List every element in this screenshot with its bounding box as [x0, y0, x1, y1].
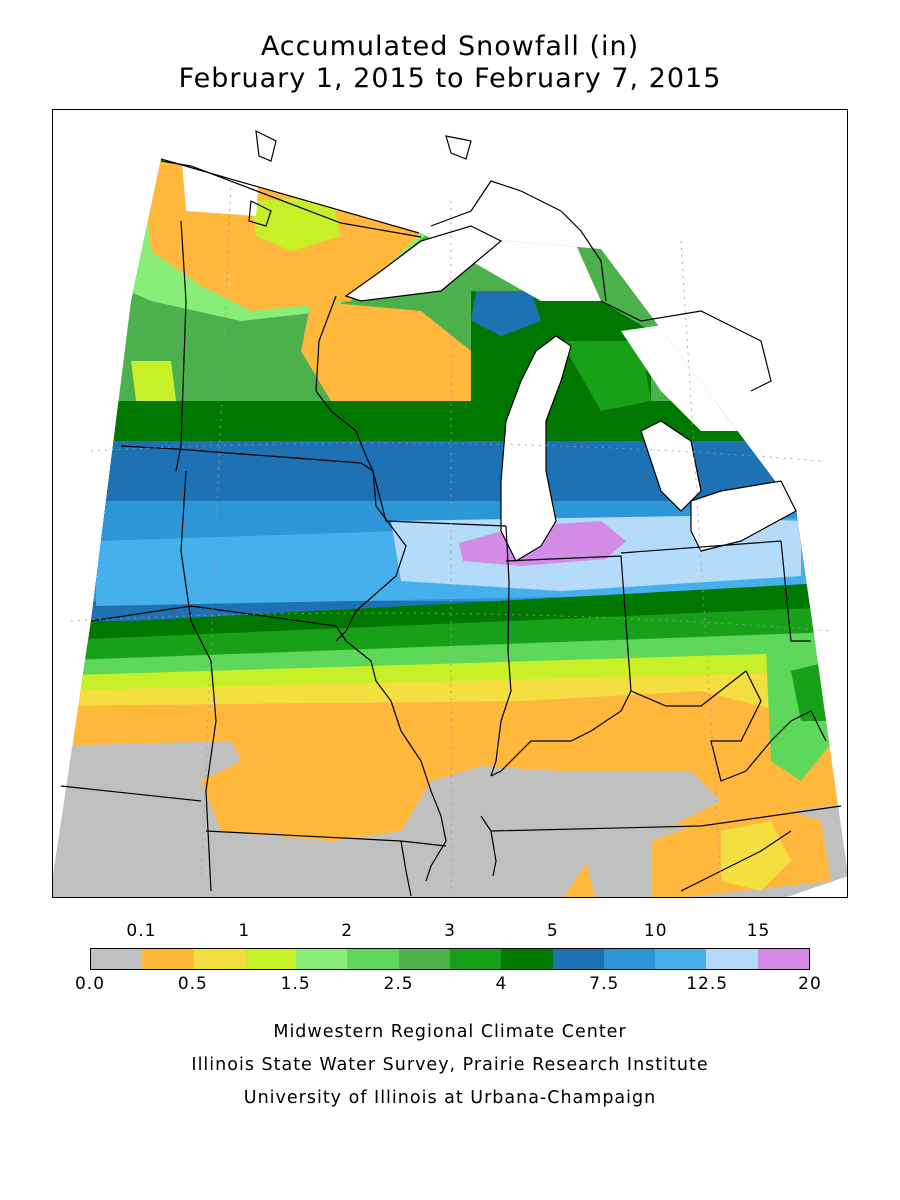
legend-top-label: 2 [341, 921, 354, 941]
snowfall-map [52, 109, 848, 898]
map-date-range: February 1, 2015 to February 7, 2015 [178, 63, 722, 94]
legend-swatch [296, 949, 348, 969]
snowfall-map-canvas [53, 129, 847, 897]
legend-colorbar [90, 948, 810, 970]
legend-top-label: 5 [546, 921, 559, 941]
legend-bottom-label: 1.5 [280, 974, 311, 994]
credit-line-2: Illinois State Water Survey, Prairie Res… [191, 1055, 709, 1075]
legend-swatch [193, 949, 245, 969]
credit-line-3: University of Illinois at Urbana-Champai… [243, 1088, 657, 1108]
snowfall-contours [53, 159, 847, 897]
legend-top-label: 15 [746, 921, 771, 941]
legend-bottom-label: 20 [798, 974, 822, 994]
coastlines [248, 129, 797, 877]
legend-top-label: 10 [643, 921, 668, 941]
legend-swatch [398, 949, 450, 969]
legend-top-label: 0.1 [126, 921, 157, 941]
legend-swatch [757, 949, 809, 969]
legend-bottom-label: 7.5 [589, 974, 620, 994]
legend-swatch [603, 949, 656, 969]
legend-bottom-label: 12.5 [686, 974, 729, 994]
legend-top-label: 3 [444, 921, 456, 941]
legend-top-label: 1 [238, 921, 251, 941]
legend-swatch [91, 949, 143, 969]
legend-swatch [655, 949, 707, 969]
state-boundaries [60, 160, 842, 897]
legend-swatch [552, 949, 604, 969]
legend-swatch [449, 949, 502, 969]
legend-swatch [501, 949, 553, 969]
legend-bottom-label: 0.0 [74, 974, 106, 994]
legend-swatch [244, 949, 297, 969]
legend-bottom-label: 2.5 [383, 974, 414, 994]
legend-swatch [347, 949, 399, 969]
legend-bottom-label: 4 [495, 974, 508, 994]
map-title: Accumulated Snowfall (in) [260, 31, 640, 62]
credit-line-1: Midwestern Regional Climate Center [273, 1022, 627, 1042]
legend-swatch [142, 949, 194, 969]
graticule [70, 180, 832, 891]
legend-bottom-label: 0.5 [177, 974, 208, 994]
legend-swatch [706, 949, 758, 969]
